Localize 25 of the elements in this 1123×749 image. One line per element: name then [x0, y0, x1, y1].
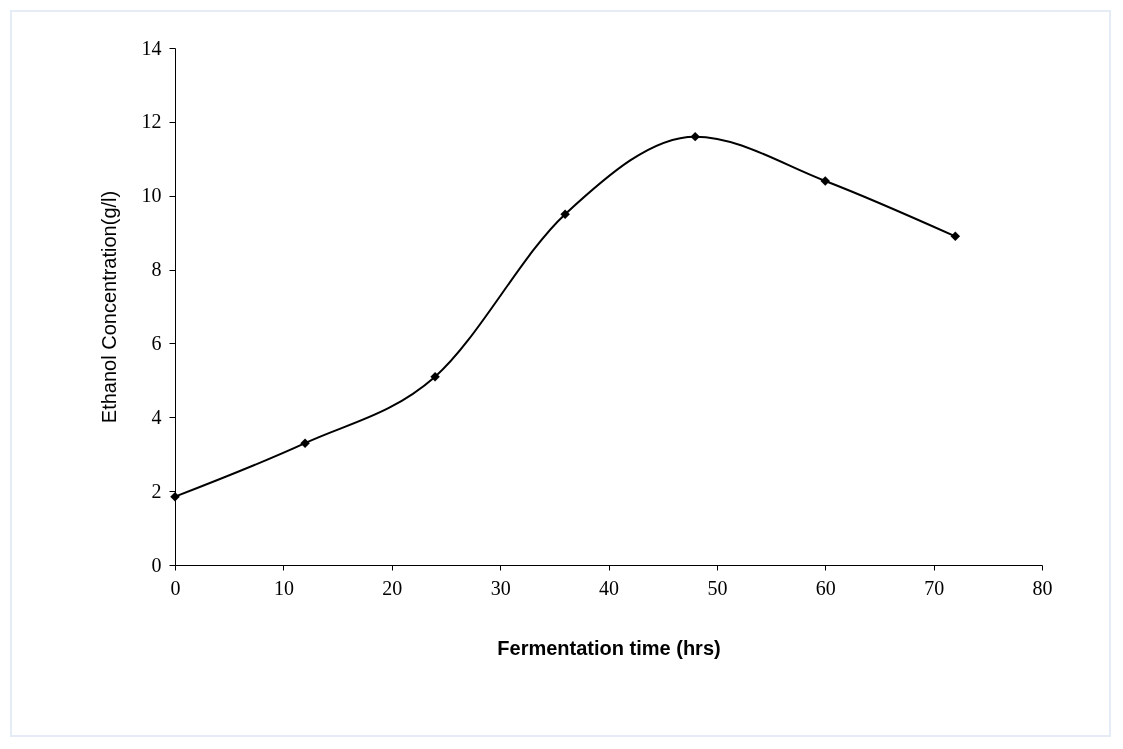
x-tick-label: 40 — [599, 576, 619, 599]
x-tick-label: 50 — [707, 576, 728, 599]
y-tick-label: 4 — [151, 405, 162, 428]
point — [690, 131, 700, 142]
point — [820, 176, 830, 186]
x-axis-title: Fermentation time (hrs) — [497, 636, 721, 659]
x-tick-label: 0 — [170, 576, 181, 599]
point — [170, 491, 180, 502]
y-axis-title: Ethanol Concentration(g/l) — [97, 190, 120, 424]
y-tick-label: 12 — [141, 110, 162, 133]
x-tick-label: 60 — [815, 576, 836, 599]
y-tick-label: 14 — [141, 36, 162, 59]
y-tick-label: 6 — [151, 331, 162, 354]
y-tick-label: 8 — [151, 258, 162, 281]
y-tick-label: 0 — [151, 553, 162, 576]
point — [430, 371, 440, 382]
x-tick-label: 80 — [1032, 576, 1053, 599]
y-tick-label: 2 — [151, 479, 162, 502]
point — [950, 231, 961, 242]
y-tick-label: 10 — [141, 184, 162, 207]
x-tick-label: 70 — [924, 576, 945, 599]
x-tick-label: 20 — [382, 576, 403, 599]
x-tick-label: 10 — [273, 576, 294, 599]
x-tick-label: 30 — [490, 576, 511, 599]
point — [560, 209, 570, 219]
